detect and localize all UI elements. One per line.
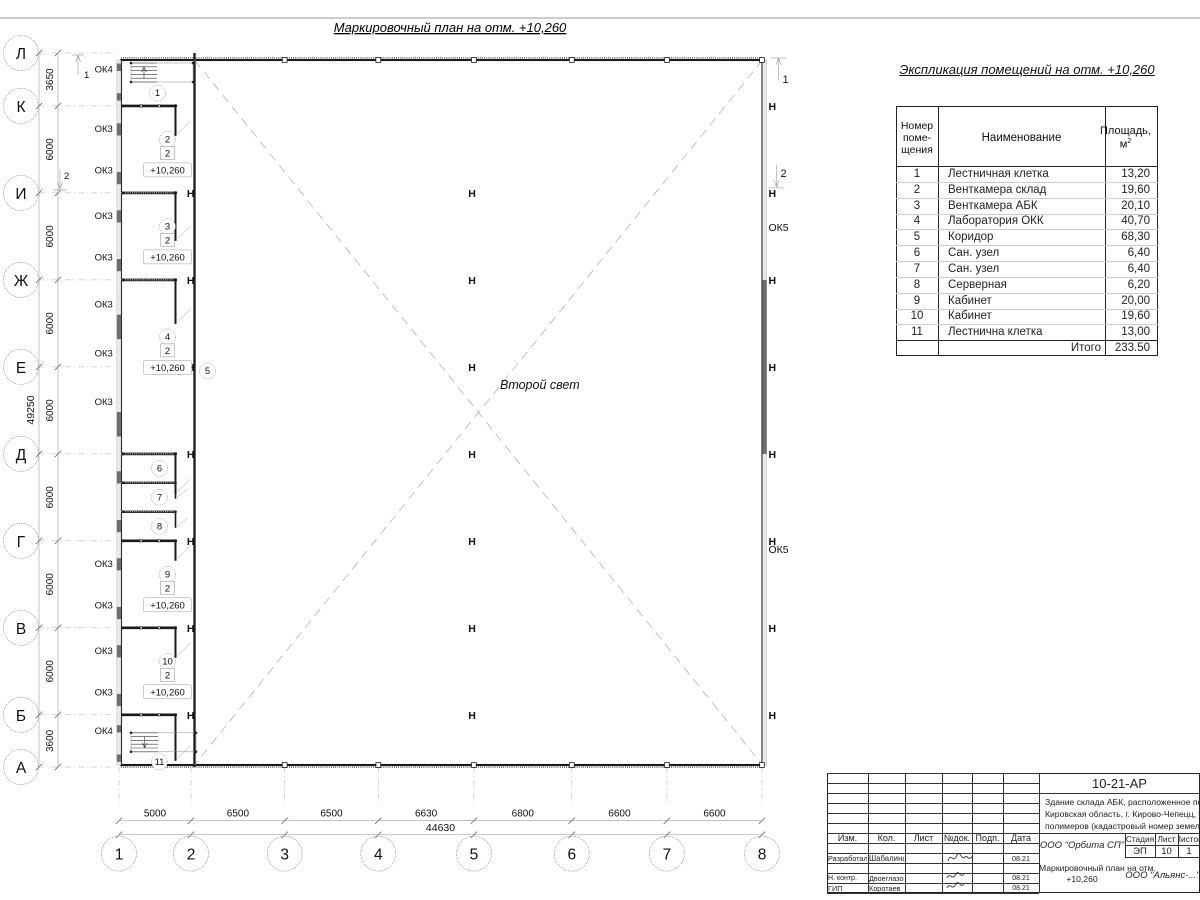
svg-text:2: 2: [187, 846, 196, 863]
svg-text:Б: Б: [16, 708, 26, 725]
svg-text:ОК3: ОК3: [95, 646, 113, 657]
svg-text:Н: Н: [187, 710, 195, 722]
svg-text:Н: Н: [468, 449, 476, 461]
svg-text:11: 11: [155, 757, 165, 768]
svg-text:2: 2: [165, 135, 170, 146]
svg-text:1: 1: [115, 846, 124, 863]
svg-text:Н: Н: [187, 536, 195, 548]
svg-text:+10,260: +10,260: [150, 363, 185, 374]
svg-text:ОК3: ОК3: [95, 253, 113, 264]
svg-text:6000: 6000: [45, 399, 56, 422]
svg-text:Н: Н: [468, 275, 476, 287]
svg-text:Н: Н: [769, 101, 777, 113]
svg-text:2: 2: [64, 171, 69, 182]
svg-text:ОК3: ОК3: [95, 688, 113, 699]
svg-text:5: 5: [205, 366, 210, 377]
svg-text:6: 6: [567, 846, 576, 863]
svg-text:ОК3: ОК3: [95, 559, 113, 570]
svg-text:К: К: [16, 99, 25, 116]
svg-text:Н: Н: [187, 623, 195, 635]
svg-text:3650: 3650: [45, 68, 56, 91]
svg-text:9: 9: [165, 570, 170, 581]
svg-text:2: 2: [165, 671, 170, 682]
svg-text:ОК3: ОК3: [95, 211, 113, 222]
svg-text:Д: Д: [16, 447, 27, 464]
svg-text:ОК3: ОК3: [95, 601, 113, 612]
svg-text:ОК4: ОК4: [95, 726, 113, 737]
svg-text:ОК3: ОК3: [95, 166, 113, 177]
svg-text:4: 4: [165, 332, 170, 343]
svg-text:6500: 6500: [320, 809, 343, 820]
svg-text:8: 8: [157, 522, 162, 533]
svg-text:Н: Н: [468, 623, 476, 635]
svg-text:6000: 6000: [45, 138, 56, 161]
svg-text:Н: Н: [769, 623, 777, 635]
svg-text:6600: 6600: [608, 809, 631, 820]
svg-text:1: 1: [84, 70, 89, 81]
svg-text:Н: Н: [769, 449, 777, 461]
svg-text:6000: 6000: [45, 312, 56, 335]
svg-text:3600: 3600: [45, 729, 56, 752]
svg-text:Второй свет: Второй свет: [500, 378, 580, 392]
svg-text:И: И: [15, 186, 26, 203]
svg-text:Н: Н: [769, 275, 777, 287]
svg-text:6630: 6630: [415, 809, 438, 820]
svg-text:Н: Н: [769, 710, 777, 722]
svg-text:В: В: [16, 621, 26, 638]
svg-text:2: 2: [165, 584, 170, 595]
svg-text:ОК3: ОК3: [95, 124, 113, 135]
svg-text:8: 8: [758, 846, 767, 863]
svg-text:2: 2: [165, 149, 170, 160]
svg-text:Маркировочный план на отм. +10: Маркировочный план на отм. +10,260: [334, 20, 567, 35]
svg-text:4: 4: [374, 846, 383, 863]
svg-text:ОК3: ОК3: [95, 397, 113, 408]
svg-text:6600: 6600: [703, 809, 726, 820]
svg-text:49250: 49250: [25, 395, 37, 424]
svg-text:7: 7: [157, 493, 162, 504]
svg-text:ОК5: ОК5: [769, 222, 789, 234]
svg-text:Н: Н: [468, 188, 476, 200]
svg-text:2: 2: [165, 236, 170, 247]
svg-text:6800: 6800: [512, 809, 535, 820]
svg-text:Л: Л: [16, 46, 26, 63]
svg-text:+10,260: +10,260: [150, 601, 185, 612]
svg-text:3: 3: [280, 846, 289, 863]
svg-text:6000: 6000: [45, 225, 56, 248]
svg-text:6000: 6000: [45, 486, 56, 509]
svg-text:Е: Е: [16, 360, 26, 377]
svg-text:2: 2: [781, 168, 787, 180]
svg-text:ОК3: ОК3: [95, 348, 113, 359]
svg-text:Н: Н: [468, 710, 476, 722]
svg-text:6000: 6000: [45, 660, 56, 683]
svg-text:Г: Г: [17, 534, 26, 551]
svg-text:Н: Н: [468, 362, 476, 374]
svg-text:+10,260: +10,260: [150, 688, 185, 699]
svg-text:6000: 6000: [45, 573, 56, 596]
svg-text:ОК4: ОК4: [95, 64, 113, 75]
svg-text:Н: Н: [769, 362, 777, 374]
svg-text:5: 5: [470, 846, 479, 863]
svg-text:1: 1: [783, 74, 789, 86]
svg-text:5000: 5000: [144, 809, 167, 820]
svg-text:3: 3: [165, 222, 170, 233]
svg-text:+10,260: +10,260: [150, 166, 185, 177]
svg-text:Н: Н: [187, 449, 195, 461]
svg-text:6500: 6500: [227, 809, 250, 820]
svg-text:Н: Н: [468, 536, 476, 548]
svg-text:+10,260: +10,260: [150, 253, 185, 264]
svg-text:Н: Н: [187, 188, 195, 200]
svg-text:А: А: [16, 760, 27, 777]
svg-text:Н: Н: [769, 188, 777, 200]
svg-text:6: 6: [157, 464, 162, 475]
svg-text:ОК3: ОК3: [95, 300, 113, 311]
svg-text:ОК5: ОК5: [769, 544, 789, 556]
svg-text:Н: Н: [187, 275, 195, 287]
svg-text:10: 10: [162, 657, 173, 668]
svg-text:7: 7: [663, 846, 672, 863]
svg-text:1: 1: [155, 88, 160, 99]
svg-text:44630: 44630: [426, 822, 455, 834]
svg-text:Ж: Ж: [14, 273, 29, 290]
svg-text:2: 2: [165, 346, 170, 357]
